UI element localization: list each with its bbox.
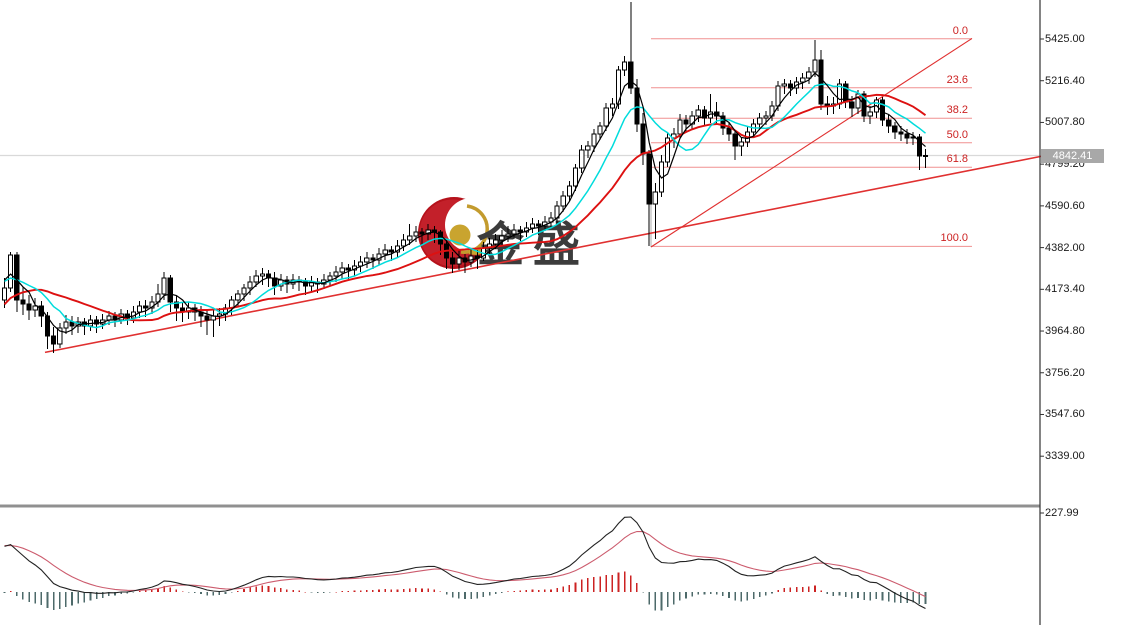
candlestick-series: [1, 2, 929, 353]
macd-axis-label: 227.99: [1045, 507, 1079, 519]
current-price-badge: 4842.41: [1041, 149, 1104, 163]
macd-signal-line: [4, 530, 926, 598]
macd-main-line: [4, 516, 926, 609]
ma-mid-line: [4, 83, 926, 329]
ma-slow-line: [3, 93, 927, 322]
macd-histogram: [3, 571, 927, 611]
ma-fast-line: [4, 72, 926, 334]
